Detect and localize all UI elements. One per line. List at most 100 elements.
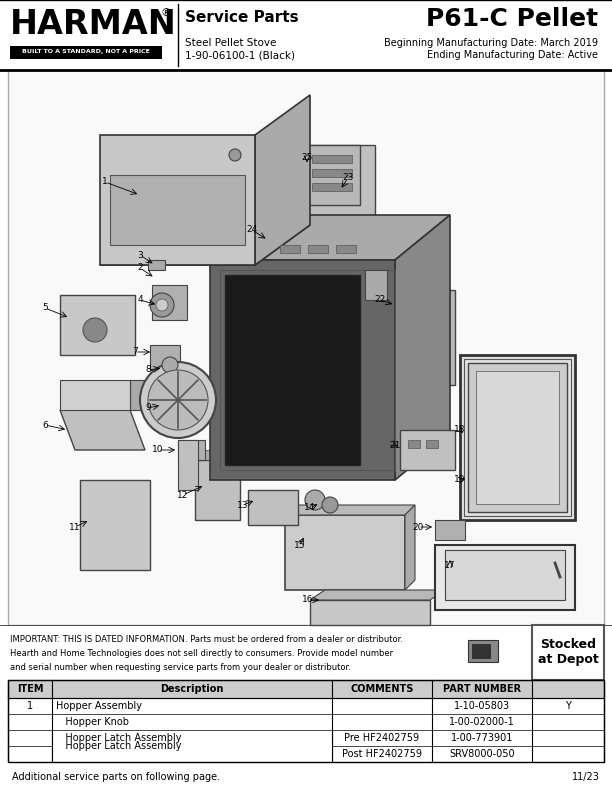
- Text: 16: 16: [302, 596, 314, 604]
- Bar: [476, 371, 559, 504]
- Polygon shape: [285, 505, 415, 515]
- Polygon shape: [395, 215, 450, 480]
- Text: Steel Pellet Stove: Steel Pellet Stove: [185, 38, 277, 48]
- Circle shape: [148, 370, 208, 430]
- Bar: [60, 295, 135, 355]
- Circle shape: [156, 299, 168, 311]
- Bar: [280, 245, 300, 253]
- Bar: [210, 260, 395, 480]
- Bar: [8, 70, 604, 625]
- Bar: [336, 245, 356, 253]
- Text: 1-10-05803: 1-10-05803: [454, 701, 510, 711]
- Bar: [312, 169, 352, 177]
- Bar: [220, 270, 395, 470]
- Text: HARMAN: HARMAN: [10, 8, 177, 41]
- Bar: [445, 550, 565, 600]
- Polygon shape: [405, 505, 415, 590]
- Text: 8: 8: [145, 365, 151, 375]
- Bar: [53, 730, 332, 761]
- Bar: [305, 145, 360, 205]
- Text: 10: 10: [152, 445, 164, 455]
- Text: Pre HF2402759: Pre HF2402759: [345, 733, 420, 743]
- Text: ITEM: ITEM: [17, 684, 43, 694]
- Bar: [460, 355, 575, 520]
- Text: 1-00-773901: 1-00-773901: [451, 733, 513, 743]
- Bar: [8, 698, 604, 714]
- Text: Hopper Latch Assembly: Hopper Latch Assembly: [56, 741, 182, 751]
- Bar: [248, 490, 298, 525]
- Text: 11: 11: [69, 523, 81, 531]
- Bar: [464, 359, 571, 516]
- Bar: [468, 363, 567, 512]
- Text: 9: 9: [145, 403, 151, 413]
- Bar: [435, 520, 465, 540]
- Text: 15: 15: [294, 540, 306, 550]
- Bar: [150, 345, 180, 370]
- Text: P61-C Pellet: P61-C Pellet: [426, 7, 598, 31]
- Polygon shape: [60, 380, 130, 410]
- Circle shape: [322, 497, 338, 513]
- Text: BUILT TO A STANDARD, NOT A PRICE: BUILT TO A STANDARD, NOT A PRICE: [22, 49, 150, 55]
- Bar: [8, 730, 604, 746]
- Bar: [395, 290, 455, 385]
- Polygon shape: [210, 215, 450, 260]
- Text: 21: 21: [389, 440, 401, 450]
- Bar: [435, 545, 575, 610]
- Bar: [10, 46, 162, 59]
- Bar: [110, 175, 245, 245]
- Bar: [100, 135, 255, 265]
- Circle shape: [305, 490, 325, 510]
- Bar: [8, 714, 604, 730]
- Bar: [532, 625, 604, 680]
- Circle shape: [140, 362, 216, 438]
- Text: 14: 14: [304, 504, 316, 512]
- Polygon shape: [178, 440, 205, 460]
- Polygon shape: [178, 440, 198, 490]
- Polygon shape: [195, 460, 240, 520]
- Text: Additional service parts on following page.: Additional service parts on following pa…: [12, 772, 220, 782]
- Text: Hopper Assembly: Hopper Assembly: [56, 701, 142, 711]
- Bar: [312, 155, 352, 163]
- Bar: [8, 680, 604, 698]
- Text: 4: 4: [137, 295, 143, 304]
- Text: 22: 22: [375, 295, 386, 304]
- Bar: [225, 275, 360, 465]
- Circle shape: [83, 318, 107, 342]
- Text: ®: ®: [160, 8, 171, 18]
- Text: 25: 25: [301, 154, 313, 162]
- Bar: [400, 430, 455, 470]
- Text: 20: 20: [412, 523, 424, 531]
- Text: 2: 2: [137, 264, 143, 272]
- Text: Description: Description: [160, 684, 224, 694]
- Bar: [365, 270, 387, 300]
- Polygon shape: [100, 225, 310, 265]
- Text: 5: 5: [42, 303, 48, 313]
- Bar: [8, 680, 604, 762]
- Text: 1: 1: [27, 701, 33, 711]
- Text: Beginning Manufacturing Date: March 2019: Beginning Manufacturing Date: March 2019: [384, 38, 598, 48]
- Text: Ending Manufacturing Date: Active: Ending Manufacturing Date: Active: [427, 50, 598, 60]
- Text: 1: 1: [102, 177, 108, 186]
- Text: Hopper Knob: Hopper Knob: [56, 717, 129, 727]
- Polygon shape: [310, 590, 445, 600]
- Text: SRV8000-050: SRV8000-050: [449, 749, 515, 759]
- Circle shape: [150, 293, 174, 317]
- Text: 19: 19: [454, 475, 466, 485]
- Bar: [0, 625, 612, 680]
- Text: Service Parts: Service Parts: [185, 10, 299, 25]
- Text: 13: 13: [237, 501, 248, 509]
- Text: 23: 23: [342, 173, 354, 182]
- Text: Hearth and Home Technologies does not sell directly to consumers. Provide model : Hearth and Home Technologies does not se…: [10, 649, 393, 658]
- Polygon shape: [255, 95, 310, 265]
- Bar: [468, 640, 498, 662]
- Text: COMMENTS: COMMENTS: [350, 684, 414, 694]
- Text: IMPORTANT: THIS IS DATED INFORMATION. Parts must be ordered from a dealer or dis: IMPORTANT: THIS IS DATED INFORMATION. Pa…: [10, 635, 403, 644]
- Bar: [80, 480, 150, 570]
- Polygon shape: [148, 260, 165, 270]
- Bar: [8, 746, 604, 762]
- Text: 17: 17: [444, 561, 456, 569]
- Bar: [426, 440, 438, 448]
- Text: 12: 12: [177, 490, 188, 500]
- Bar: [0, 0, 612, 70]
- Polygon shape: [130, 380, 145, 410]
